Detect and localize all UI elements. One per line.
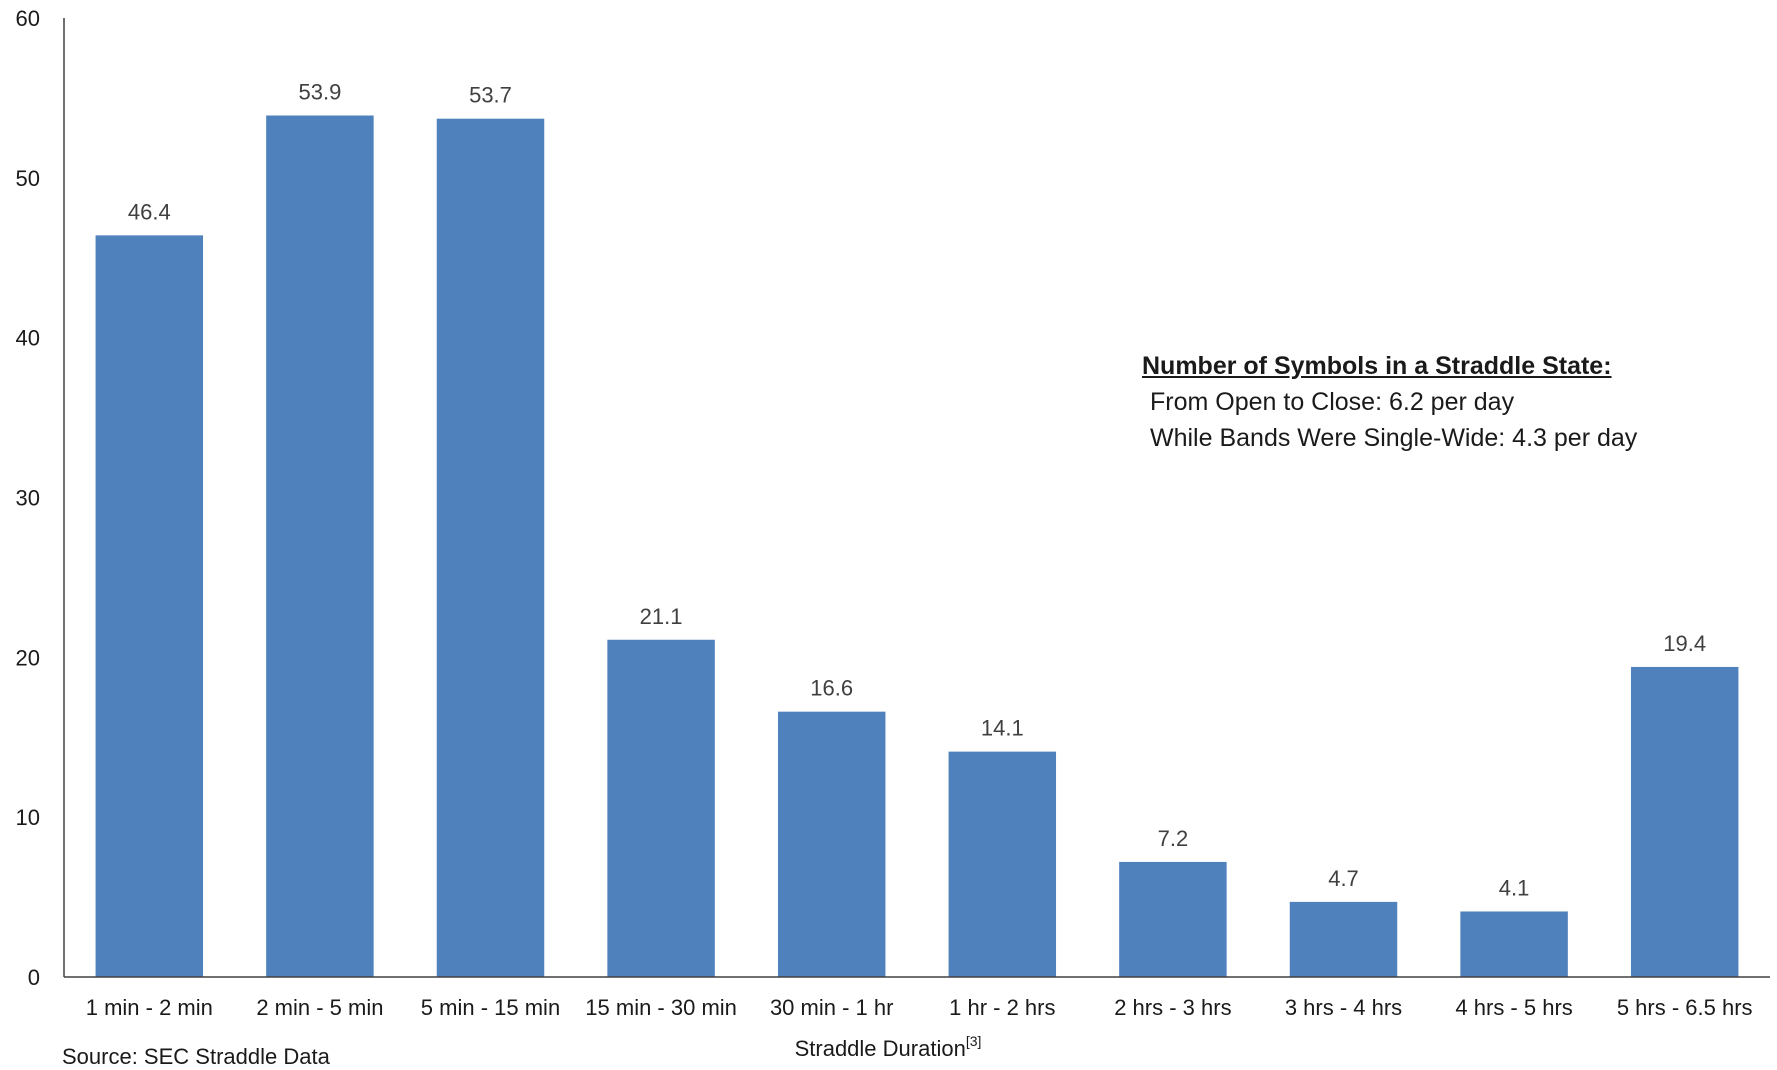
bar-3 [436, 118, 545, 977]
y-tick-label-30: 30 [16, 486, 40, 511]
data-label-4: 21.1 [640, 604, 683, 629]
x-tick-label-7: 2 hrs - 3 hrs [1114, 995, 1231, 1020]
bars-group [95, 115, 1739, 977]
straddle-annotation: Number of Symbols in a Straddle State: F… [1142, 348, 1637, 456]
data-label-7: 7.2 [1158, 826, 1189, 851]
x-tick-label-5: 30 min - 1 hr [770, 995, 894, 1020]
annotation-line-open-close: From Open to Close: 6.2 per day [1150, 388, 1515, 416]
data-label-10: 19.4 [1663, 631, 1706, 656]
bar-5 [777, 711, 886, 977]
y-tick-label-40: 40 [16, 326, 40, 351]
x-tick-label-10: 5 hrs - 6.5 hrs [1617, 995, 1753, 1020]
x-tick-label-1: 1 min - 2 min [86, 995, 213, 1020]
annotation-line-single-wide: While Bands Were Single-Wide: 4.3 per da… [1150, 424, 1638, 452]
x-tick-label-6: 1 hr - 2 hrs [949, 995, 1055, 1020]
annotation-title: Number of Symbols in a Straddle State: [1142, 352, 1612, 380]
x-axis-title-superscript: [3] [966, 1033, 982, 1049]
bar-1 [95, 235, 204, 977]
bar-8 [1289, 901, 1398, 977]
data-label-2: 53.9 [298, 79, 341, 104]
x-axis-title-text: Straddle Duration [795, 1036, 966, 1060]
data-label-3: 53.7 [469, 83, 512, 108]
y-tick-label-50: 50 [16, 166, 40, 191]
bar-9 [1460, 911, 1568, 977]
y-axis-ticks: 0 10 20 30 40 50 60 [16, 6, 40, 990]
bar-10 [1630, 666, 1739, 977]
bar-4 [607, 639, 715, 977]
y-tick-label-0: 0 [28, 965, 40, 990]
x-tick-label-4: 15 min - 30 min [585, 995, 737, 1020]
data-label-9: 4.1 [1499, 875, 1530, 900]
data-labels-group: 46.4 53.9 53.7 21.1 16.6 14.1 7.2 4.7 4.1 19.4 [128, 79, 1706, 900]
data-label-5: 16.6 [810, 676, 853, 701]
y-tick-label-20: 20 [16, 645, 40, 670]
data-label-8: 4.7 [1328, 866, 1359, 891]
bar-6 [948, 751, 1057, 977]
y-tick-label-60: 60 [16, 6, 40, 31]
x-axis-ticks: 1 min - 2 min 2 min - 5 min 5 min - 15 min… [86, 995, 1753, 1020]
bar-7 [1119, 861, 1227, 977]
bar-2 [266, 115, 374, 977]
y-tick-label-10: 10 [16, 805, 40, 830]
x-tick-label-8: 3 hrs - 4 hrs [1285, 995, 1402, 1020]
data-label-6: 14.1 [981, 716, 1024, 741]
x-tick-label-2: 2 min - 5 min [256, 995, 383, 1020]
x-tick-label-9: 4 hrs - 5 hrs [1455, 995, 1572, 1020]
x-tick-label-3: 5 min - 15 min [421, 995, 560, 1020]
data-label-1: 46.4 [128, 199, 171, 224]
x-axis-title: Straddle Duration[3] [795, 1033, 982, 1060]
source-note: Source: SEC Straddle Data [62, 1044, 330, 1069]
